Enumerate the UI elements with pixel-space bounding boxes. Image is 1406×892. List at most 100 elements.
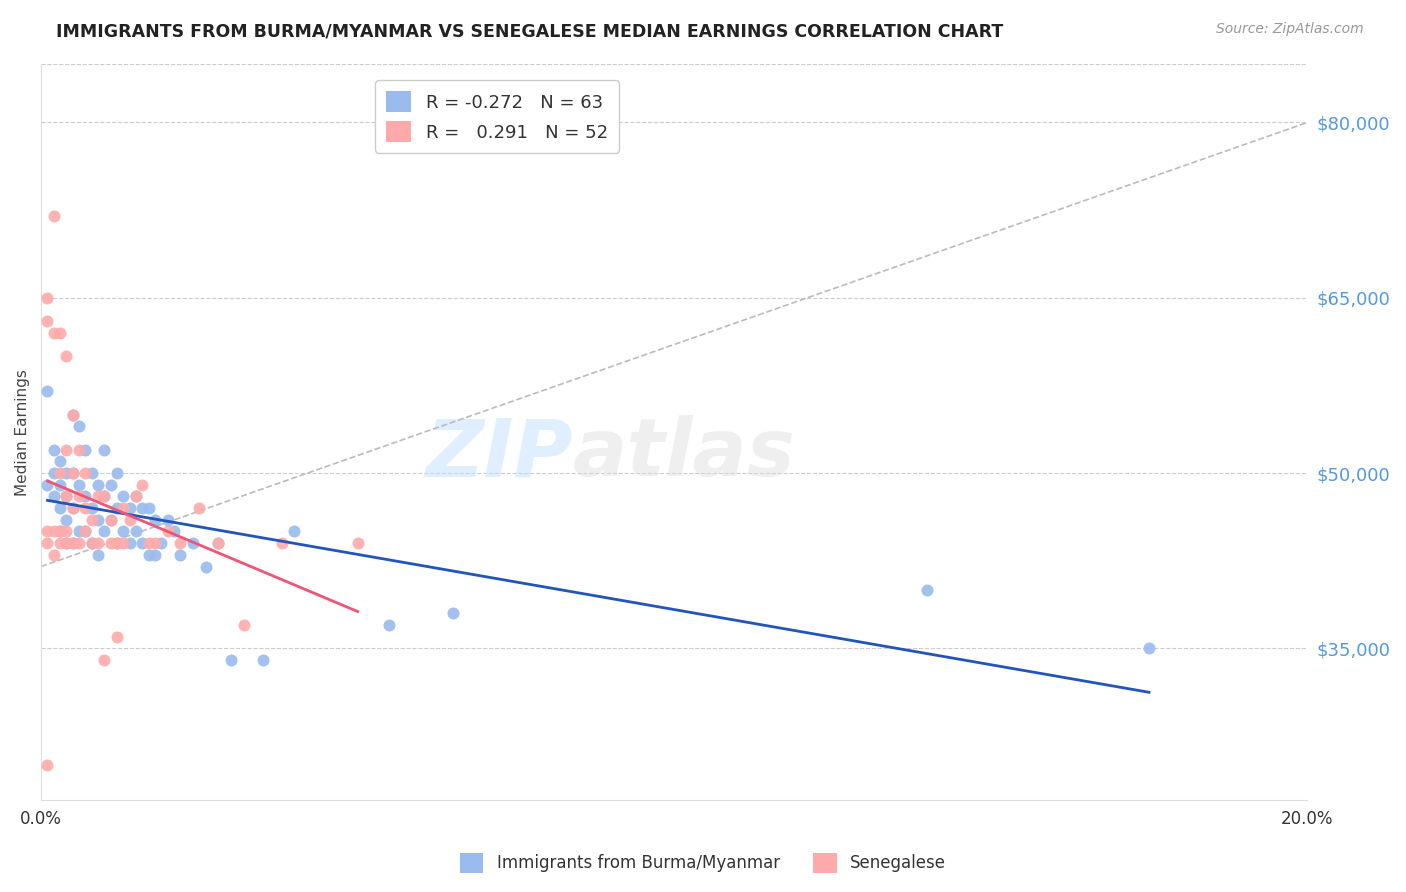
Point (37, 384, 59, 399)
Point (80, 466, 103, 480)
Point (232, 618, 254, 632)
Point (112, 524, 135, 539)
Point (62, 466, 84, 480)
Point (42, 524, 65, 539)
Legend: Immigrants from Burma/Myanmar, Senegalese: Immigrants from Burma/Myanmar, Senegales… (454, 847, 952, 880)
Point (143, 536, 166, 550)
Point (100, 513, 122, 527)
Point (42, 209, 65, 223)
Point (62, 501, 84, 516)
Point (118, 513, 141, 527)
Point (80, 513, 103, 527)
Point (118, 536, 141, 550)
Point (55, 524, 77, 539)
Point (87, 548, 110, 562)
Point (283, 524, 305, 539)
Point (42, 490, 65, 504)
Point (378, 618, 401, 632)
Y-axis label: Median Earnings: Median Earnings (15, 368, 30, 496)
Point (93, 442, 115, 457)
Point (138, 536, 160, 550)
Point (42, 548, 65, 562)
Text: ZIP: ZIP (426, 415, 572, 493)
Point (93, 524, 115, 539)
Point (49, 466, 72, 480)
Point (75, 501, 97, 516)
Point (49, 524, 72, 539)
Point (67, 419, 90, 434)
Point (270, 536, 292, 550)
Point (55, 349, 77, 363)
Point (169, 536, 191, 550)
Point (55, 490, 77, 504)
Point (62, 466, 84, 480)
Text: atlas: atlas (572, 415, 796, 493)
Point (131, 501, 153, 516)
Point (252, 653, 274, 667)
Point (55, 536, 77, 550)
Point (37, 291, 59, 305)
Point (188, 501, 211, 516)
Point (87, 490, 110, 504)
Point (125, 524, 148, 539)
Point (55, 490, 77, 504)
Point (62, 501, 84, 516)
Point (62, 408, 84, 422)
Point (49, 524, 72, 539)
Point (42, 442, 65, 457)
Point (80, 536, 103, 550)
Point (118, 501, 141, 516)
Point (87, 513, 110, 527)
Point (49, 477, 72, 491)
Point (37, 314, 59, 328)
Point (55, 513, 77, 527)
Point (93, 490, 115, 504)
Point (75, 490, 97, 504)
Point (80, 501, 103, 516)
Point (105, 630, 128, 644)
Point (100, 513, 122, 527)
Point (62, 536, 84, 550)
Point (131, 536, 153, 550)
Point (42, 326, 65, 340)
Point (75, 442, 97, 457)
Point (55, 466, 77, 480)
Point (49, 454, 72, 468)
Point (138, 501, 160, 516)
Point (150, 536, 173, 550)
Point (169, 548, 191, 562)
Point (100, 536, 122, 550)
Point (917, 582, 939, 597)
Point (181, 536, 204, 550)
Point (346, 536, 368, 550)
Point (87, 536, 110, 550)
Point (112, 490, 135, 504)
Point (441, 607, 464, 621)
Point (156, 513, 179, 527)
Point (37, 524, 59, 539)
Point (163, 524, 186, 539)
Point (143, 513, 166, 527)
Point (194, 559, 217, 574)
Point (156, 524, 179, 539)
Point (67, 524, 90, 539)
Legend: R = -0.272   N = 63, R =   0.291   N = 52: R = -0.272 N = 63, R = 0.291 N = 52 (375, 80, 619, 153)
Point (138, 548, 160, 562)
Point (93, 490, 115, 504)
Point (55, 536, 77, 550)
Text: IMMIGRANTS FROM BURMA/MYANMAR VS SENEGALESE MEDIAN EARNINGS CORRELATION CHART: IMMIGRANTS FROM BURMA/MYANMAR VS SENEGAL… (56, 22, 1004, 40)
Point (49, 326, 72, 340)
Point (93, 653, 115, 667)
Point (62, 408, 84, 422)
Point (67, 477, 90, 491)
Point (112, 501, 135, 516)
Point (37, 536, 59, 550)
Point (105, 536, 128, 550)
Point (49, 501, 72, 516)
Point (67, 536, 90, 550)
Point (105, 536, 128, 550)
Point (49, 536, 72, 550)
Point (219, 653, 242, 667)
Point (125, 490, 148, 504)
Text: Source: ZipAtlas.com: Source: ZipAtlas.com (1216, 22, 1364, 37)
